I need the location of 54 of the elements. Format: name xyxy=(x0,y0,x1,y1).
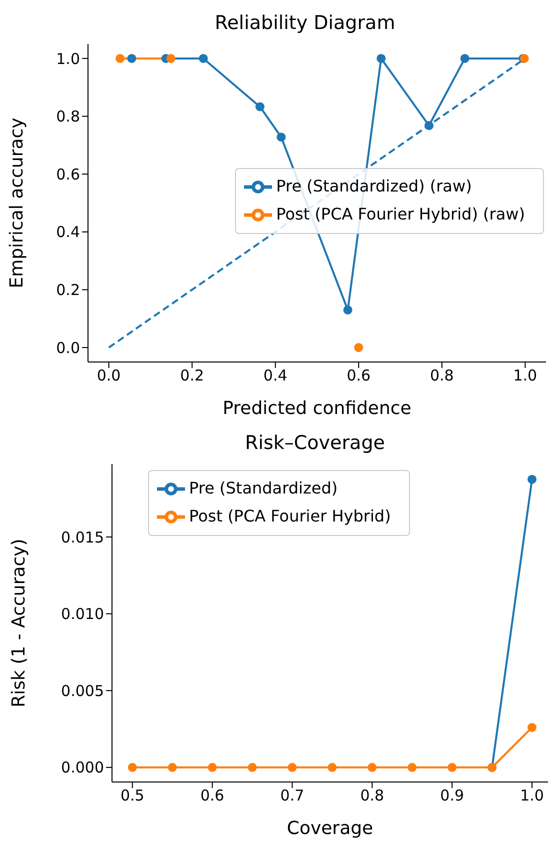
point xyxy=(198,54,208,63)
point xyxy=(288,762,297,772)
x-tick-label: 0.4 xyxy=(263,366,288,385)
y-tick-label: 0.8 xyxy=(56,108,80,126)
chart-title: Risk–Coverage xyxy=(244,432,386,454)
point xyxy=(128,762,137,772)
y-tick-label: 0.010 xyxy=(61,605,104,624)
y-axis-title: Empirical accuracy xyxy=(6,117,28,288)
point xyxy=(276,132,286,142)
y-tick-label: 0.4 xyxy=(56,223,80,242)
x-tick-label: 0.2 xyxy=(180,366,204,385)
legend-label: Pre (Standardized) xyxy=(189,478,338,498)
y-axis-title: Risk (1 - Accuracy) xyxy=(8,538,30,708)
y-tick-label: 0.0 xyxy=(56,338,80,357)
y-tick-label: 0.2 xyxy=(56,281,80,300)
x-tick-label: 0.6 xyxy=(200,786,224,805)
y-tick-label: 0.015 xyxy=(61,528,104,546)
y-tick-label: 0.6 xyxy=(56,165,80,184)
point xyxy=(116,54,125,63)
point xyxy=(528,474,537,484)
point xyxy=(248,762,257,772)
x-tick-label: 0.5 xyxy=(120,786,144,805)
point xyxy=(208,762,217,772)
x-tick-label: 0.8 xyxy=(430,366,454,385)
point xyxy=(376,54,386,63)
point xyxy=(127,54,136,63)
point xyxy=(368,762,377,772)
legend-label: Post (PCA Fourier Hybrid) (raw) xyxy=(276,204,525,224)
y-tick-label: 0.005 xyxy=(61,682,104,700)
point xyxy=(424,121,434,130)
point xyxy=(343,305,352,314)
point xyxy=(460,54,470,63)
y-tick-label: 1.0 xyxy=(56,50,80,68)
point xyxy=(354,343,364,352)
chart-title: Reliability Diagram xyxy=(214,12,396,34)
legend-label: Pre (Standardized) (raw) xyxy=(276,176,472,196)
x-tick-label: 0.9 xyxy=(440,786,464,805)
y-tick-label: 0.000 xyxy=(61,758,104,777)
point xyxy=(166,54,176,63)
x-axis-title: Predicted confidence xyxy=(222,398,412,419)
x-tick-label: 1.0 xyxy=(520,786,544,805)
x-tick-label: 0.0 xyxy=(96,366,121,385)
x-tick-label: 1.0 xyxy=(513,366,538,385)
x-axis-title: Coverage xyxy=(286,818,374,839)
point xyxy=(528,722,537,732)
point xyxy=(328,762,337,772)
point xyxy=(168,762,177,772)
x-tick-label: 0.7 xyxy=(280,786,304,805)
x-tick-label: 0.6 xyxy=(346,366,371,385)
legend-label: Post (PCA Fourier Hybrid) xyxy=(189,506,391,526)
point xyxy=(255,102,264,112)
point xyxy=(408,762,417,772)
x-tick-label: 0.8 xyxy=(360,786,384,805)
point xyxy=(448,762,457,772)
